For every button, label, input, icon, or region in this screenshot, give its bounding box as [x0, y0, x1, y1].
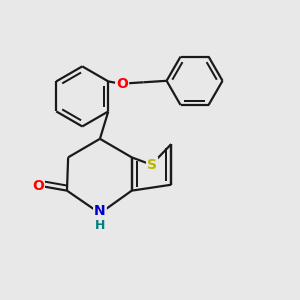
Text: S: S — [147, 158, 157, 172]
Text: H: H — [95, 219, 105, 232]
Text: O: O — [32, 179, 44, 193]
Text: N: N — [94, 204, 106, 218]
Text: O: O — [116, 77, 128, 91]
